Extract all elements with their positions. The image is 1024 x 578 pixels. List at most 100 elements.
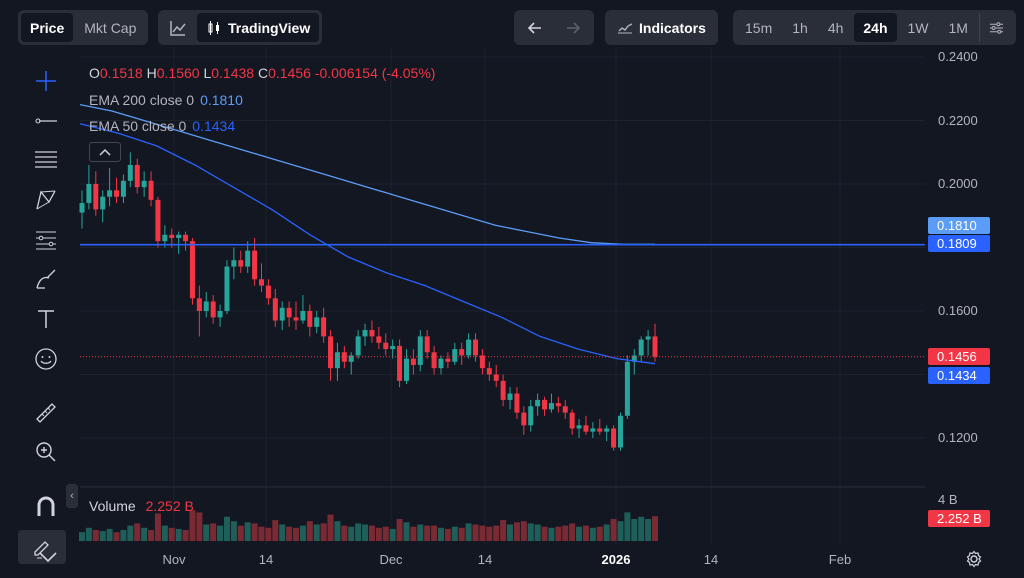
ema200-label: EMA 200 close 0 <box>89 92 195 108</box>
timeframe-1w[interactable]: 1W <box>907 19 929 36</box>
pattern-tool[interactable] <box>28 183 64 217</box>
crosshair-tool[interactable] <box>28 64 64 98</box>
candle-body <box>355 336 361 356</box>
candle-body <box>279 307 285 321</box>
time-tick: Nov <box>162 552 186 567</box>
high-label: H <box>146 65 157 81</box>
undo-button[interactable] <box>517 13 553 42</box>
volume-bar <box>534 524 541 541</box>
collapse-toolbar-button[interactable]: ‹ <box>66 484 78 508</box>
volume-bar <box>431 525 438 541</box>
candle-body <box>562 406 568 413</box>
volume-bar <box>154 513 161 541</box>
undo-redo-group <box>514 10 594 45</box>
candle-body <box>611 428 617 448</box>
volume-bar <box>596 526 603 541</box>
redo-button[interactable] <box>555 13 591 42</box>
ema50-price-tag: 0.1434 <box>928 367 990 384</box>
candle-body <box>189 241 195 299</box>
trend-line-icon <box>35 118 57 124</box>
candle-body <box>265 285 271 299</box>
chart-style-group: TradingView <box>158 10 323 45</box>
axis-settings-button[interactable] <box>963 548 985 570</box>
candle-body <box>535 399 541 407</box>
lock-draw-tool[interactable] <box>18 530 66 564</box>
candle-body <box>217 311 223 318</box>
tradingview-button[interactable]: TradingView <box>197 13 320 42</box>
emoji-icon <box>35 348 57 370</box>
candle-body <box>196 298 202 311</box>
ruler-tool[interactable] <box>28 396 64 430</box>
magnet-tool[interactable] <box>28 490 64 524</box>
emoji-tool[interactable] <box>28 342 64 376</box>
candle-body <box>479 355 485 369</box>
ema200-legend[interactable]: EMA 200 close 0 0.1810 <box>89 92 243 108</box>
candle-body <box>120 180 126 197</box>
candle-body <box>183 234 189 242</box>
candle-body <box>162 234 168 242</box>
volume-bar <box>541 526 548 541</box>
candle-body <box>148 180 154 200</box>
candle-body <box>79 203 85 213</box>
timeframe-1m[interactable]: 1M <box>948 19 968 36</box>
volume-bar <box>106 528 113 541</box>
candle-body <box>286 307 292 318</box>
candle-body <box>107 190 113 197</box>
candle-body <box>438 358 444 369</box>
more-tools-button[interactable] <box>30 546 66 570</box>
candle-body <box>376 336 382 343</box>
timeframe-24h[interactable]: 24h <box>854 13 897 42</box>
text-icon <box>38 310 54 328</box>
trend-line-tool[interactable] <box>28 104 64 138</box>
ema50-value: 0.1434 <box>192 118 236 134</box>
zoom-tool[interactable] <box>28 435 64 469</box>
volume-bar <box>272 520 279 541</box>
time-tick-year: 2026 <box>601 552 631 567</box>
candle-body <box>445 358 451 362</box>
text-tool[interactable] <box>28 302 64 336</box>
chart-settings-button[interactable] <box>978 13 1013 42</box>
brush-icon <box>36 269 56 289</box>
price-mktcap-toggle: Price Mkt Cap <box>18 10 149 45</box>
volume-bar <box>189 510 196 541</box>
candle-body <box>466 339 472 356</box>
volume-bar <box>223 516 230 541</box>
volume-bar <box>293 527 300 541</box>
volume-bar <box>141 527 148 541</box>
candle-body <box>597 428 603 432</box>
candle-body <box>417 336 423 365</box>
candle-body <box>362 330 368 337</box>
volume-bar <box>113 532 120 541</box>
indicators-button[interactable]: Indicators <box>608 13 715 42</box>
candle-body <box>473 339 479 356</box>
close-value: 0.1456 <box>268 65 311 81</box>
volume-bar <box>217 525 224 541</box>
candle-body <box>155 199 161 242</box>
candle-body <box>321 317 327 337</box>
volume-bar <box>120 530 127 541</box>
ema50-legend[interactable]: EMA 50 close 0 0.1434 <box>89 118 235 134</box>
fib-tool[interactable] <box>28 222 64 256</box>
collapse-legend-button[interactable] <box>89 142 121 162</box>
pattern-icon <box>36 190 56 210</box>
candle-body <box>272 298 278 321</box>
candle-body <box>231 260 237 267</box>
gear-icon <box>966 550 982 568</box>
price-tick: 0.2200 <box>938 113 978 128</box>
timeframe-4h[interactable]: 4h <box>827 19 844 36</box>
volume-bar <box>603 524 610 541</box>
volume-bar <box>327 514 334 541</box>
volume-bar <box>589 527 596 541</box>
volume-bar <box>203 524 210 541</box>
horizontal-lines-tool[interactable] <box>28 143 64 177</box>
price-tab[interactable]: Price <box>21 13 74 42</box>
timeframe-15m[interactable]: 15m <box>745 19 773 36</box>
volume-bar <box>196 512 203 541</box>
line-chart-button[interactable] <box>161 13 195 42</box>
brush-tool[interactable] <box>28 262 64 296</box>
volume-bar <box>610 519 617 541</box>
timeframe-1h[interactable]: 1h <box>792 19 808 36</box>
volume-bars <box>79 510 658 541</box>
mktcap-tab[interactable]: Mkt Cap <box>84 19 137 36</box>
